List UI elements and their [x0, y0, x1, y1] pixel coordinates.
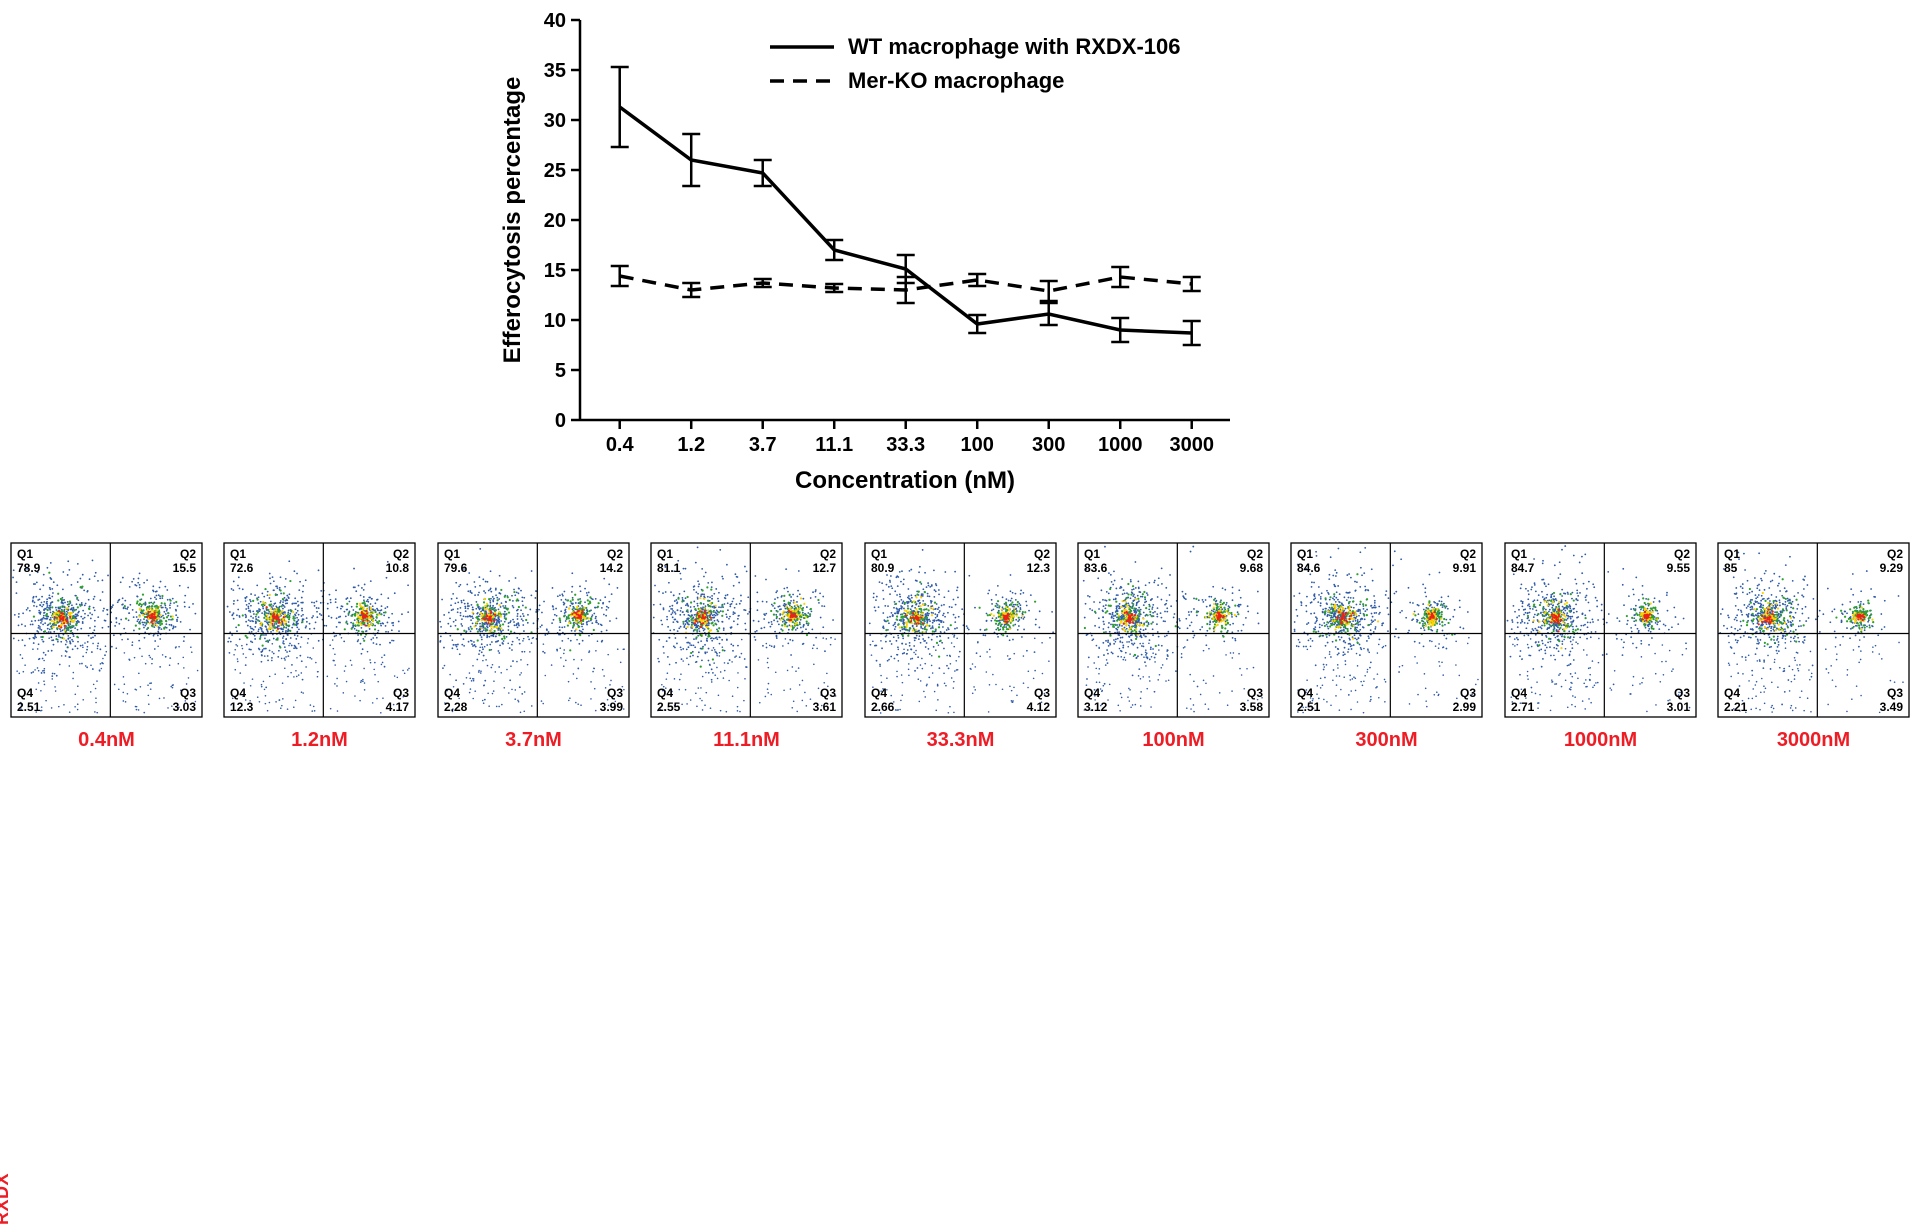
svg-text:20: 20 [544, 210, 566, 232]
concentration-label: 100nM [1142, 729, 1204, 751]
flow-cytometry-row: Q178.9Q215.5Q33.03Q42.510.4nMQ172.6Q210.… [8, 540, 1912, 754]
svg-text:79.6: 79.6 [444, 561, 468, 575]
flow-panel: Q178.9 Q215.5 Q33.03 Q42.51 0.4nM [8, 540, 205, 754]
svg-text:Q3: Q3 [607, 686, 623, 700]
svg-text:2.51: 2.51 [17, 700, 41, 714]
svg-text:Q4: Q4 [17, 686, 33, 700]
svg-text:15.5: 15.5 [173, 561, 197, 575]
concentration-label: 0.4nM [78, 729, 135, 751]
flow-panel: Q180.9Q212.3Q34.12Q42.6633.3nM [862, 540, 1059, 754]
svg-text:Q4: Q4 [444, 686, 460, 700]
svg-text:Q1: Q1 [444, 547, 460, 561]
svg-text:33.3: 33.3 [886, 434, 925, 456]
concentration-label: 300nM [1356, 729, 1418, 751]
svg-text:4.17: 4.17 [386, 700, 410, 714]
flow-panel: Q172.6 Q210.8 Q34.17 Q412.3 1.2nM [221, 540, 418, 754]
concentration-label: 3000nM [1777, 729, 1850, 751]
svg-text:5: 5 [555, 360, 566, 382]
flow-panel: Q179.6 Q214.2 Q33.99 Q42.28 3.7nM [435, 540, 632, 754]
svg-text:3.99: 3.99 [599, 700, 623, 714]
svg-text:11.1: 11.1 [815, 434, 853, 456]
svg-text:78.9: 78.9 [17, 561, 41, 575]
concentration-label: 1.2nM [292, 729, 349, 751]
svg-text:Q2: Q2 [393, 547, 409, 561]
svg-text:0: 0 [555, 410, 566, 432]
line-chart: 0 5 10 15 20 25 30 35 40 0.4 1.2 3.7 11.1 33.3 100 300 1… [490, 5, 1250, 510]
svg-text:72.6: 72.6 [230, 561, 254, 575]
svg-text:Q4: Q4 [230, 686, 246, 700]
svg-text:12.3: 12.3 [230, 700, 254, 714]
concentration-label: 33.3nM [926, 729, 994, 751]
svg-text:Q1: Q1 [230, 547, 246, 561]
svg-text:300: 300 [1032, 434, 1065, 456]
svg-text:10: 10 [544, 310, 566, 332]
svg-text:Q3: Q3 [180, 686, 196, 700]
svg-text:Q2: Q2 [180, 547, 196, 561]
svg-text:14.2: 14.2 [599, 561, 623, 575]
svg-text:40: 40 [544, 10, 566, 32]
svg-text:Q3: Q3 [393, 686, 409, 700]
svg-text:35: 35 [544, 60, 566, 82]
svg-text:1.2: 1.2 [677, 434, 705, 456]
flow-panel: Q183.6Q29.68Q33.58Q43.12100nM [1075, 540, 1272, 754]
flow-panel: Q184.7Q29.55Q33.01Q42.711000nM [1502, 540, 1699, 754]
svg-text:100: 100 [961, 434, 994, 456]
flow-panel: Q184.6Q29.91Q32.99Q42.51300nM [1288, 540, 1485, 754]
svg-text:2.28: 2.28 [444, 700, 468, 714]
legend-label: WT macrophage with RXDX-106 [848, 34, 1181, 59]
row-label: RXDX [0, 1173, 13, 1225]
flow-panel: Q181.1Q212.7Q33.61Q42.5511.1nM [648, 540, 845, 754]
svg-text:1000: 1000 [1098, 434, 1143, 456]
svg-text:0.4: 0.4 [606, 434, 635, 456]
svg-text:3000: 3000 [1169, 434, 1214, 456]
concentration-label: 11.1nM [713, 729, 780, 751]
svg-text:10.8: 10.8 [386, 561, 410, 575]
x-axis-title: Concentration (nM) [795, 467, 1015, 494]
concentration-label: 3.7nM [505, 729, 562, 751]
svg-text:15: 15 [544, 260, 566, 282]
svg-text:3.03: 3.03 [173, 700, 197, 714]
svg-text:Q1: Q1 [17, 547, 33, 561]
svg-text:Q2: Q2 [607, 547, 623, 561]
flow-panel: Q185Q29.29Q33.49Q42.213000nM [1715, 540, 1912, 754]
y-axis-title: Efferocytosis percentage [499, 77, 526, 364]
concentration-label: 1000nM [1563, 729, 1636, 751]
svg-text:25: 25 [544, 160, 566, 182]
legend-label: Mer-KO macrophage [848, 68, 1064, 93]
svg-text:30: 30 [544, 110, 566, 132]
svg-text:3.7: 3.7 [749, 434, 777, 456]
